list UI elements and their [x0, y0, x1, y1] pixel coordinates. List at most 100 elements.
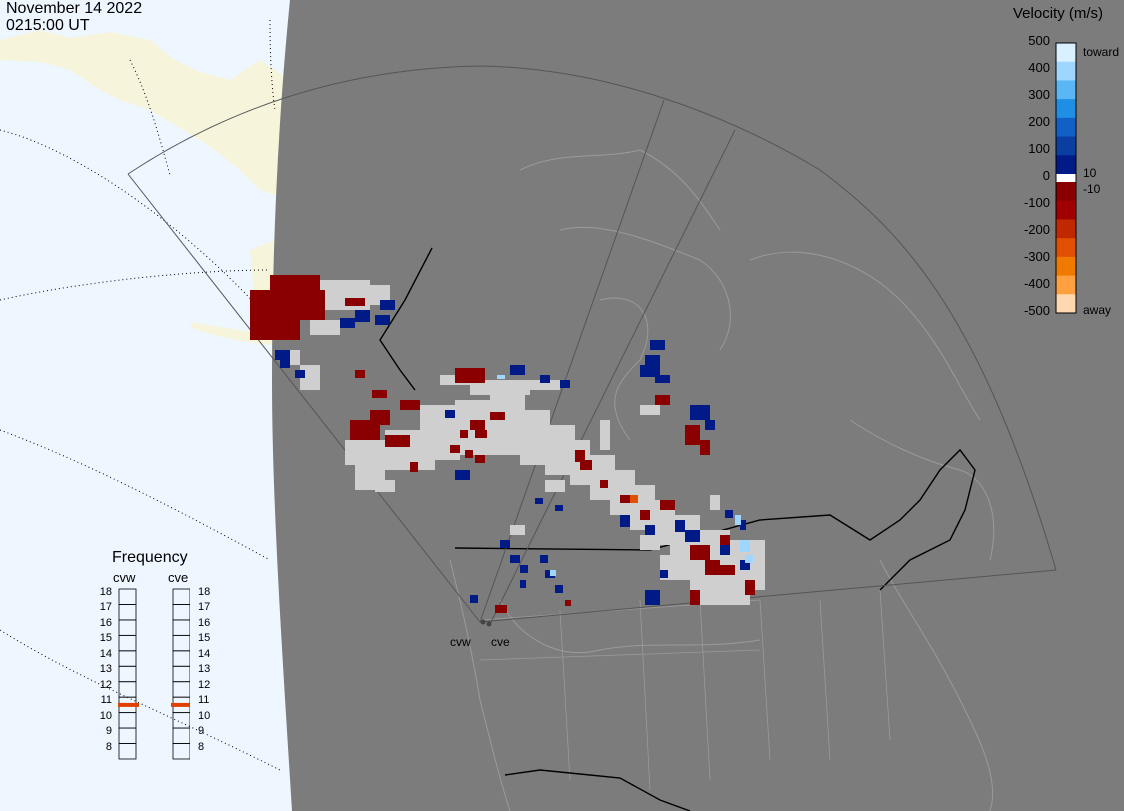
frequency-radar-cvw: cvw: [113, 570, 136, 585]
velocity-cell-away: [372, 390, 387, 398]
velocity-cell-toward: [510, 365, 525, 375]
colorbar-band-away: [1056, 256, 1076, 277]
frequency-tick-right: 15: [198, 632, 211, 645]
velocity-cell-toward: [500, 540, 510, 548]
us-mexico-border: [504, 769, 691, 811]
colorbar-toward-label: toward: [1083, 45, 1120, 59]
velocity-cell-toward: [640, 365, 660, 377]
velocity-cell-away: [370, 410, 390, 425]
frequency-gauge-cell: [172, 588, 190, 605]
velocity-cell-toward-fast: [550, 570, 556, 576]
colorbar-tick-label: -100: [1023, 195, 1050, 210]
velocity-cell-toward: [540, 555, 548, 563]
frequency-gauge-cell: [172, 743, 190, 760]
velocity-cell-toward: [540, 375, 550, 383]
velocity-cell-toward: [690, 405, 710, 420]
velocity-cell-toward: [645, 525, 655, 535]
velocity-cell-away: [385, 435, 410, 447]
frequency-gauge-cell: [118, 604, 137, 621]
velocity-cell-toward: [555, 505, 563, 511]
velocity-cell-away: [495, 605, 507, 613]
velocity-cell-toward-fast: [740, 540, 750, 552]
velocity-cell-toward: [280, 360, 290, 368]
frequency-tick-right: 12: [198, 678, 211, 691]
colorbar-band-toward: [1056, 80, 1076, 100]
ground-scatter-cell: [520, 380, 560, 390]
velocity-cell-away: [475, 455, 485, 463]
velocity-cell-toward-fast: [745, 555, 753, 563]
velocity-cell-toward: [660, 570, 668, 578]
frequency-tick-left: 10: [99, 709, 112, 722]
frequency-tick-right: 10: [198, 709, 211, 722]
velocity-cell-toward: [725, 510, 733, 518]
velocity-cell-away: [690, 545, 710, 560]
frequency-tick-right: 13: [198, 663, 211, 676]
colorbar-away-label: away: [1083, 303, 1112, 317]
frequency-gauge-cell: [118, 743, 137, 760]
velocity-cell-toward: [675, 520, 685, 532]
velocity-cell-toward: [740, 560, 750, 570]
frequency-tick-left: 13: [99, 663, 112, 676]
frequency-gauges: [118, 588, 190, 760]
frequency-gauge-cell: [118, 650, 137, 667]
frequency-tick-left: 17: [99, 601, 112, 614]
ground-scatter-cell: [375, 480, 395, 492]
magnetic-grid: [0, 19, 281, 771]
frequency-gauge-cell: [118, 665, 137, 683]
velocity-cell-toward: [520, 580, 526, 588]
colorbar-tick-label: -400: [1023, 276, 1050, 291]
alaska-border: [379, 247, 433, 391]
frequency-tick-right: 18: [198, 586, 211, 598]
ground-scatter-cell: [545, 480, 565, 492]
colorbar-title: Velocity (m/s): [1013, 5, 1104, 22]
ground-scatter-cell: [710, 495, 720, 510]
velocity-cell-away: [460, 430, 468, 438]
velocity-cell-away: [720, 565, 735, 575]
colorbar-band-toward: [1056, 99, 1076, 119]
frequency-tick-left: 9: [105, 725, 112, 738]
frequency-tick-left: 15: [99, 632, 112, 645]
colorbar-band-away: [1056, 238, 1076, 258]
frequency-tick-left: 12: [99, 678, 112, 691]
colorbar-tick-label: -200: [1023, 222, 1050, 237]
velocity-cell-toward: [380, 300, 395, 310]
colorbar-band-away: [1056, 200, 1076, 220]
coastlines: [449, 149, 995, 811]
frequency-tick-left: 14: [99, 647, 112, 660]
velocity-cell-toward: [655, 375, 670, 383]
radar-site-cve: [486, 621, 492, 627]
velocity-cell-away: [300, 290, 325, 320]
velocity-cell-toward: [445, 410, 455, 418]
frequency-gauge-cell: [172, 712, 190, 729]
velocity-cell-away: [455, 368, 485, 383]
colorbar-ten-label: 10: [1083, 166, 1097, 180]
colorbar-tick-label: 0: [1042, 168, 1050, 183]
velocity-cell-away: [410, 462, 418, 472]
velocity-cell-toward-fast: [735, 515, 741, 525]
velocity-cell-toward: [470, 595, 478, 603]
frequency-tick-left: 11: [100, 694, 112, 707]
radar-site-cvw: [480, 619, 486, 625]
ground-scatter-cell: [490, 395, 525, 455]
frequency-tick-left: 8: [105, 740, 112, 753]
frequency-tick-right: 8: [198, 740, 205, 753]
velocity-cell-away: [565, 600, 571, 606]
velocity-cell-away: [705, 560, 720, 575]
colorbar-tick-label: 100: [1028, 141, 1050, 156]
ground-scatter-cell: [345, 440, 385, 465]
velocity-cell-toward: [355, 310, 370, 322]
velocity-cell-away: [700, 440, 710, 455]
frequency-gauge-cell: [118, 634, 137, 652]
velocity-cell-away: [400, 400, 420, 410]
colorbar-band-away: [1056, 294, 1076, 314]
velocity-cell-away: [490, 412, 505, 420]
frequency-gauge-cell: [172, 727, 190, 744]
frequency-tick-right: 14: [198, 647, 211, 660]
colorbar-tick-label: -300: [1023, 249, 1050, 264]
velocity-cell-away: [470, 420, 485, 430]
ground-scatter-cell: [470, 380, 530, 395]
velocity-cell-away: [745, 580, 755, 595]
frequency-gauge-cell: [118, 681, 137, 698]
velocity-cell-away: [660, 500, 675, 510]
